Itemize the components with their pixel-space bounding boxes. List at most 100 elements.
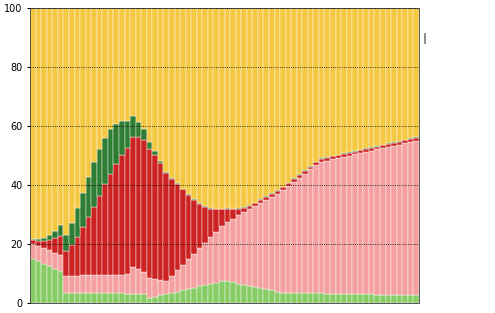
Bar — [402, 295, 408, 303]
Bar — [163, 172, 169, 173]
Bar — [119, 155, 125, 275]
Bar — [286, 182, 291, 183]
Bar — [202, 207, 208, 243]
Bar — [363, 294, 369, 303]
Bar — [275, 190, 280, 191]
Bar — [130, 267, 136, 294]
Bar — [302, 8, 308, 170]
Bar — [275, 291, 280, 303]
Bar — [252, 8, 258, 203]
Bar — [363, 8, 369, 148]
Bar — [219, 226, 225, 281]
Bar — [202, 243, 208, 285]
Bar — [247, 8, 252, 205]
Bar — [30, 244, 36, 259]
Bar — [319, 162, 325, 293]
Bar — [352, 151, 358, 154]
Bar — [375, 8, 380, 146]
Bar — [275, 191, 280, 193]
Bar — [125, 121, 130, 148]
Bar — [119, 8, 125, 121]
Bar — [325, 158, 330, 161]
Bar — [263, 289, 269, 303]
Bar — [63, 8, 69, 235]
Bar — [313, 8, 319, 162]
Bar — [30, 259, 36, 303]
Bar — [380, 145, 386, 148]
Bar — [391, 8, 396, 142]
Bar — [41, 248, 47, 264]
Bar — [58, 255, 63, 271]
Bar — [75, 8, 80, 208]
Bar — [86, 275, 91, 293]
Bar — [152, 155, 158, 279]
Bar — [369, 148, 375, 151]
Bar — [69, 8, 75, 223]
Bar — [247, 286, 252, 303]
Bar — [158, 163, 163, 280]
Bar — [108, 130, 113, 174]
Bar — [36, 239, 41, 241]
Bar — [319, 293, 325, 303]
Bar — [302, 293, 308, 303]
Bar — [147, 298, 152, 303]
Bar — [158, 8, 163, 161]
Bar — [402, 8, 408, 140]
Bar — [202, 8, 208, 206]
Bar — [69, 223, 75, 244]
Bar — [413, 137, 419, 138]
Bar — [69, 293, 75, 303]
Bar — [91, 162, 97, 207]
Bar — [36, 241, 41, 246]
Bar — [241, 212, 247, 285]
Bar — [125, 275, 130, 294]
Bar — [147, 149, 152, 278]
Bar — [186, 194, 191, 195]
Bar — [163, 294, 169, 303]
Bar — [102, 293, 108, 303]
Bar — [108, 293, 113, 303]
Bar — [91, 275, 97, 293]
Bar — [202, 285, 208, 303]
Bar — [325, 294, 330, 303]
Bar — [391, 146, 396, 295]
Bar — [391, 143, 396, 146]
Bar — [247, 205, 252, 206]
Bar — [241, 208, 247, 212]
Bar — [297, 178, 302, 293]
Bar — [191, 254, 197, 288]
Bar — [280, 8, 286, 187]
Bar — [86, 293, 91, 303]
Bar — [408, 8, 413, 138]
Bar — [136, 269, 141, 294]
Bar — [241, 285, 247, 303]
Bar — [413, 141, 419, 295]
Bar — [47, 240, 52, 250]
Bar — [219, 208, 225, 209]
Bar — [213, 209, 219, 232]
Bar — [236, 215, 241, 284]
Bar — [213, 283, 219, 303]
Bar — [180, 8, 186, 189]
Bar — [147, 278, 152, 298]
Bar — [63, 293, 69, 303]
Bar — [263, 8, 269, 196]
Bar — [58, 271, 63, 303]
Bar — [336, 158, 341, 294]
Bar — [213, 8, 219, 209]
Bar — [213, 232, 219, 283]
Bar — [386, 295, 391, 303]
Bar — [225, 208, 230, 209]
Bar — [225, 8, 230, 208]
Bar — [308, 170, 313, 293]
Bar — [291, 178, 297, 179]
Bar — [97, 149, 102, 196]
Bar — [325, 161, 330, 294]
Bar — [358, 150, 363, 153]
Bar — [302, 171, 308, 174]
Bar — [346, 153, 352, 156]
Bar — [102, 275, 108, 293]
Bar — [180, 290, 186, 303]
Bar — [341, 153, 346, 154]
Bar — [291, 293, 297, 303]
